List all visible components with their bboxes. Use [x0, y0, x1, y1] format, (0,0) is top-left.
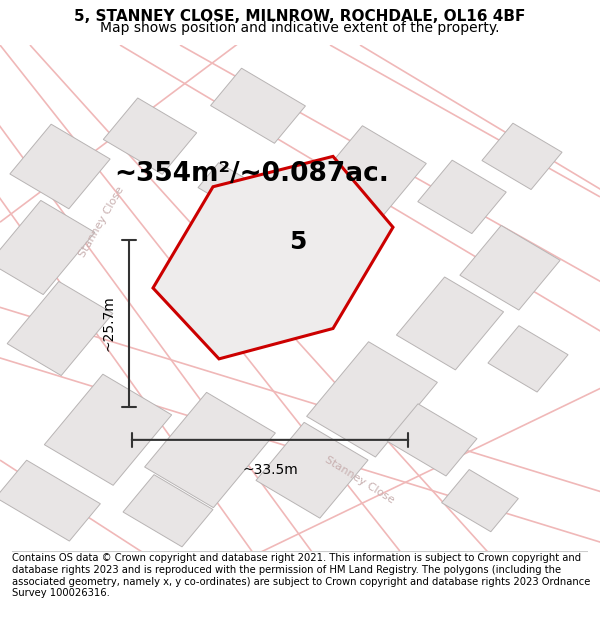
Polygon shape [418, 160, 506, 234]
Text: Stanney Close: Stanney Close [323, 455, 397, 506]
Polygon shape [278, 220, 346, 275]
Text: ~33.5m: ~33.5m [242, 462, 298, 477]
Polygon shape [0, 460, 100, 541]
Text: 5: 5 [289, 231, 307, 254]
Text: 5, STANNEY CLOSE, MILNROW, ROCHDALE, OL16 4BF: 5, STANNEY CLOSE, MILNROW, ROCHDALE, OL1… [74, 9, 526, 24]
Polygon shape [211, 68, 305, 143]
Polygon shape [123, 474, 213, 547]
Polygon shape [387, 404, 477, 476]
Polygon shape [442, 469, 518, 532]
Polygon shape [153, 156, 393, 359]
Polygon shape [397, 277, 503, 370]
Polygon shape [44, 374, 172, 486]
Polygon shape [103, 98, 197, 174]
Polygon shape [145, 392, 275, 508]
Polygon shape [7, 281, 113, 376]
Polygon shape [317, 126, 427, 218]
Text: Contains OS data © Crown copyright and database right 2021. This information is : Contains OS data © Crown copyright and d… [12, 554, 590, 598]
Polygon shape [256, 422, 368, 518]
Polygon shape [482, 123, 562, 189]
Text: ~354m²/~0.087ac.: ~354m²/~0.087ac. [115, 161, 389, 187]
Polygon shape [198, 162, 258, 211]
Text: ~25.7m: ~25.7m [102, 296, 116, 351]
Polygon shape [0, 201, 95, 294]
Polygon shape [460, 226, 560, 310]
Polygon shape [488, 326, 568, 392]
Text: Stanney Close: Stanney Close [78, 185, 126, 259]
Polygon shape [10, 124, 110, 209]
Text: Map shows position and indicative extent of the property.: Map shows position and indicative extent… [100, 21, 500, 35]
Polygon shape [307, 342, 437, 457]
